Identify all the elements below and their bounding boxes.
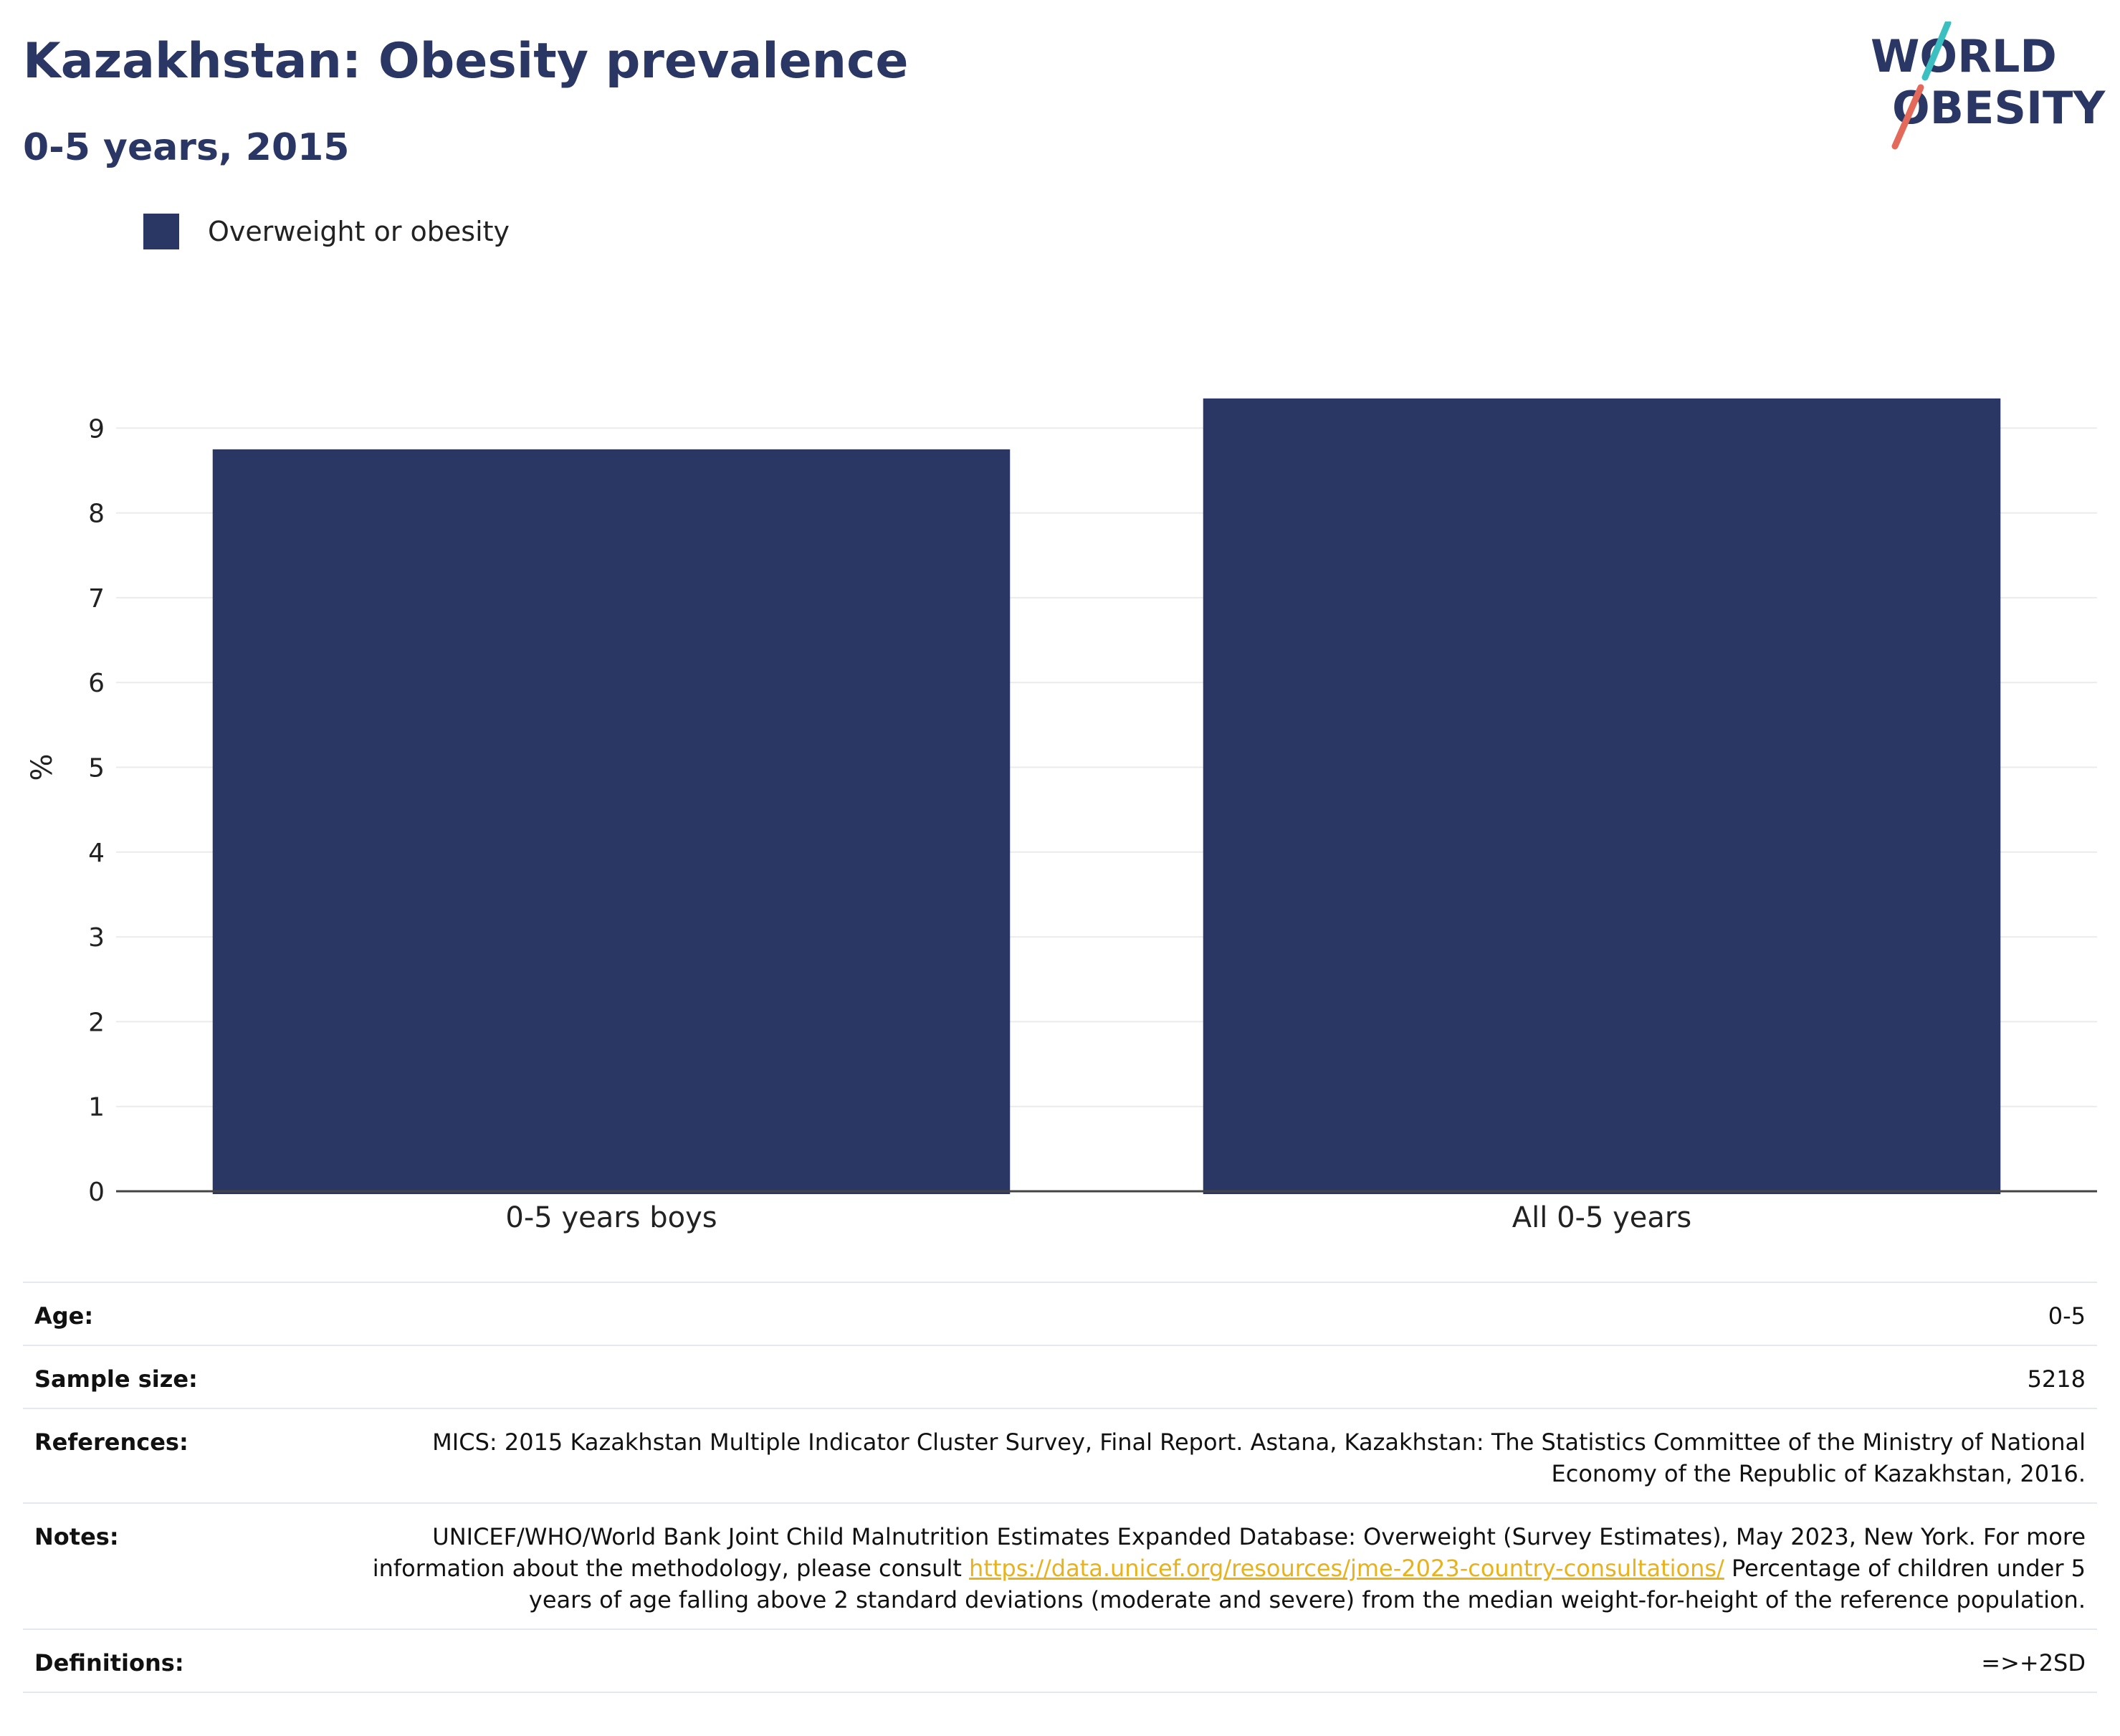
info-value-sample-size: 5218 — [333, 1345, 2097, 1408]
info-value-definitions: =>+2SD — [333, 1628, 2097, 1693]
chart-subtitle: 0-5 years, 2015 — [23, 126, 350, 169]
logo-slash-top — [1921, 22, 1952, 81]
y-tick-label: 9 — [88, 414, 105, 444]
info-row-age: Age: 0-5 — [23, 1282, 2097, 1345]
logo-text-world: WORLD — [1871, 30, 2057, 82]
notes-text-before: UNICEF/WHO/World Bank Joint Child Malnut… — [372, 1523, 2086, 1582]
legend-label-overweight: Overweight or obesity — [208, 216, 510, 247]
y-tick-label: 4 — [88, 839, 105, 868]
world-obesity-logo: WORLD OBESITY — [1871, 22, 2106, 150]
info-row-notes: Notes: UNICEF/WHO/World Bank Joint Child… — [23, 1502, 2097, 1629]
y-tick-label: 1 — [88, 1093, 105, 1122]
info-row-sample-size: Sample size: 5218 — [23, 1345, 2097, 1408]
y-tick-label: 2 — [88, 1008, 105, 1037]
bar-1 — [1203, 398, 2001, 1194]
info-label-notes: Notes: — [23, 1502, 333, 1629]
x-tick-label: All 0-5 years — [1512, 1201, 1691, 1234]
x-tick-label: 0-5 years boys — [505, 1201, 717, 1234]
legend: Overweight or obesity — [143, 214, 510, 249]
info-value-age: 0-5 — [333, 1282, 2097, 1345]
y-axis-title: % — [26, 753, 59, 781]
bar-chart: 0 1 2 3 4 5 6 7 8 9% 0-5 years boys All 0-5 years — [26, 398, 2097, 1234]
info-label-age: Age: — [23, 1282, 333, 1345]
info-value-notes: UNICEF/WHO/World Bank Joint Child Malnut… — [333, 1502, 2097, 1629]
info-label-references: References: — [23, 1408, 333, 1503]
y-tick-label: 5 — [88, 754, 105, 783]
logo-slash-bottom — [1891, 84, 1924, 150]
info-label-sample-size: Sample size: — [23, 1345, 333, 1408]
logo-text-obesity: OBESITY — [1892, 82, 2106, 134]
y-tick-label: 6 — [88, 669, 105, 698]
y-tick-label: 7 — [88, 584, 105, 614]
y-tick-label: 0 — [88, 1178, 105, 1207]
notes-text-after: Percentage of children under 5 years of … — [528, 1555, 2086, 1613]
methodology-link[interactable]: https://data.unicef.org/resources/jme-20… — [969, 1555, 1724, 1582]
info-row-definitions: Definitions: =>+2SD — [23, 1628, 2097, 1693]
legend-swatch-overweight — [143, 214, 179, 249]
info-row-references: References: MICS: 2015 Kazakhstan Multip… — [23, 1408, 2097, 1503]
info-value-references: MICS: 2015 Kazakhstan Multiple Indicator… — [333, 1408, 2097, 1503]
y-tick-label: 8 — [88, 500, 105, 529]
chart-title: Kazakhstan: Obesity prevalence — [23, 33, 909, 90]
info-label-definitions: Definitions: — [23, 1628, 333, 1693]
y-tick-label: 3 — [88, 923, 105, 953]
bar-0 — [212, 449, 1011, 1194]
info-table: Age: 0-5 Sample size: 5218 References: M… — [23, 1282, 2097, 1693]
